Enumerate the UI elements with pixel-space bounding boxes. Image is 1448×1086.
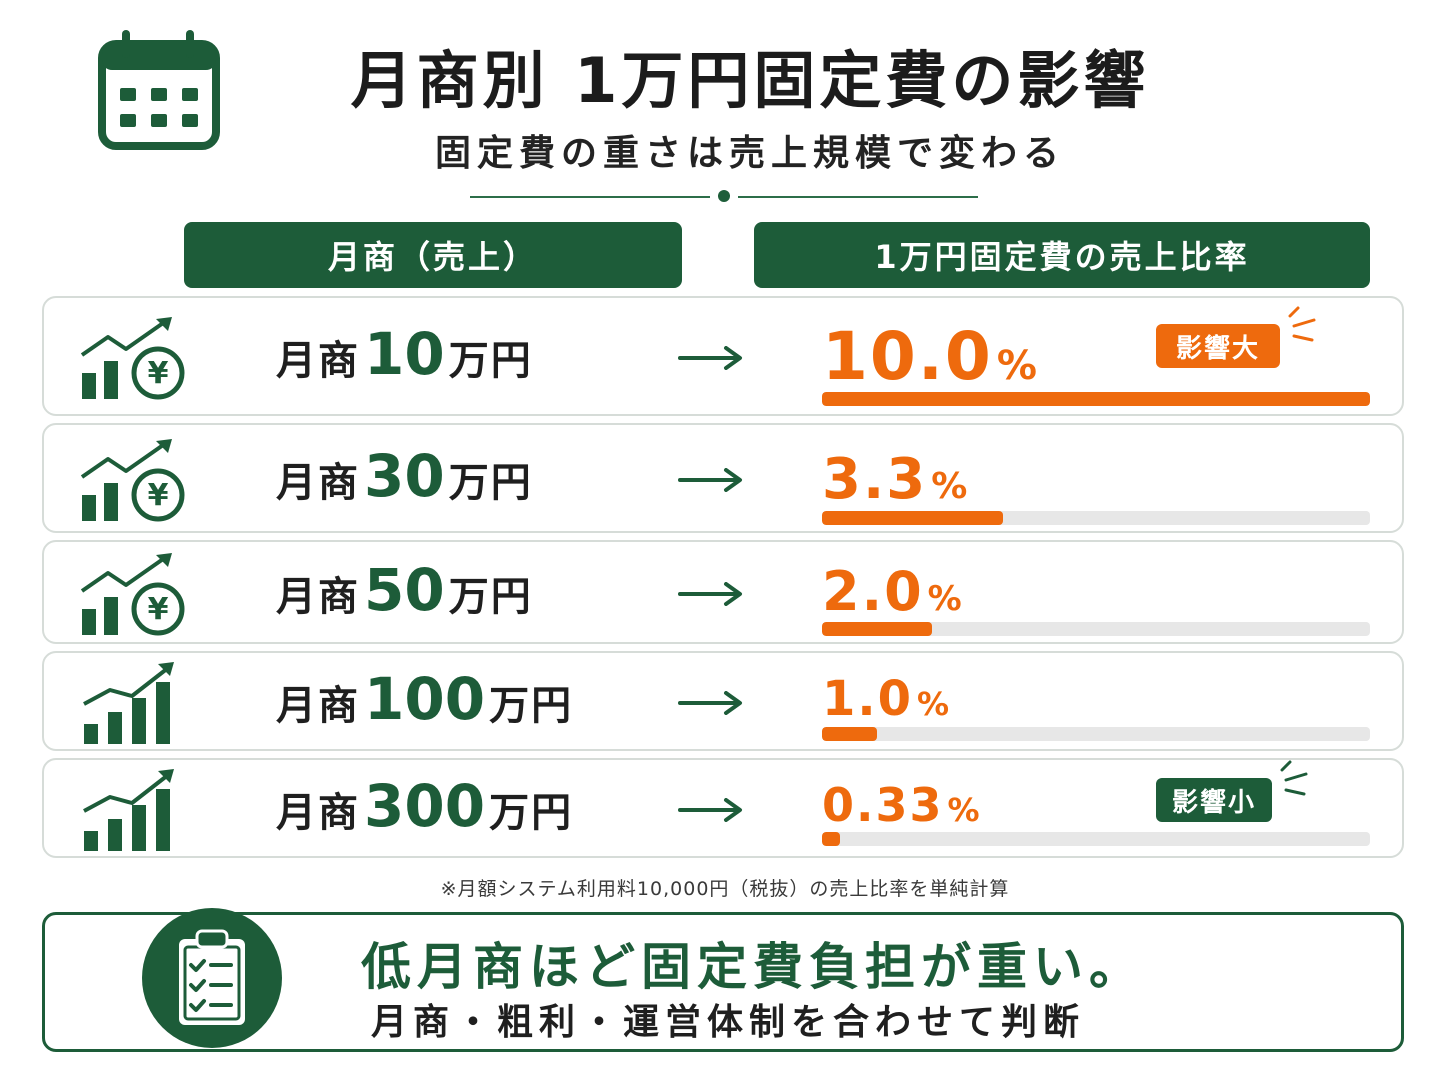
sales-prefix: 月商	[276, 574, 360, 620]
arrow-right-icon	[678, 346, 742, 370]
table-row: ¥ 月商 50 万円 2.0%	[42, 540, 1404, 644]
clipboard-checklist-icon	[142, 908, 282, 1048]
arrow-right-icon	[678, 582, 742, 606]
divider-line-right	[738, 196, 978, 198]
sales-prefix: 月商	[276, 790, 360, 836]
ratio-unit: %	[996, 343, 1037, 389]
chart-yen-icon: ¥	[80, 439, 185, 522]
ratio-number: 1.0	[822, 671, 914, 727]
ratio-value: 10.0%	[822, 318, 1037, 395]
arrow-right-icon	[678, 691, 742, 715]
page-title: 月商別 1万円固定費の影響	[350, 44, 1150, 117]
ratio-bar-track	[822, 392, 1370, 406]
ratio-number: 0.33	[822, 778, 944, 832]
sales-label: 月商 50 万円	[276, 556, 533, 624]
sales-amount: 10	[364, 320, 445, 388]
emphasis-sparks-icon	[1280, 760, 1308, 796]
divider-dot	[718, 190, 730, 202]
ratio-bar-fill	[822, 392, 1370, 406]
svg-text:¥: ¥	[148, 592, 169, 627]
sales-suffix: 万円	[448, 460, 533, 506]
ratio-unit: %	[947, 791, 980, 829]
sales-suffix: 万円	[489, 790, 574, 836]
ratio-number: 2.0	[822, 560, 924, 623]
arrow-right-icon	[678, 798, 742, 822]
sales-amount: 50	[364, 556, 445, 624]
sales-label: 月商 100 万円	[276, 665, 573, 733]
ratio-bar-track	[822, 727, 1370, 741]
bar-chart-icon	[83, 769, 174, 851]
sales-suffix: 万円	[448, 338, 533, 384]
sales-label: 月商 10 万円	[276, 320, 533, 388]
ratio-bar-fill	[822, 511, 1003, 525]
column-header-ratio: 1万円固定費の売上比率	[754, 222, 1370, 288]
sales-prefix: 月商	[276, 683, 360, 729]
ratio-bar-fill	[822, 622, 932, 636]
footnote: ※月額システム利用料10,000円（税抜）の売上比率を単純計算	[440, 878, 1010, 900]
summary-headline: 低月商ほど固定費負担が重い。	[361, 938, 1145, 996]
ratio-bar-track	[822, 832, 1370, 846]
chart-yen-icon: ¥	[80, 553, 185, 636]
page-subtitle: 固定費の重さは売上規模で変わる	[434, 133, 1065, 174]
table-row: 月商 100 万円 1.0%	[42, 651, 1404, 751]
svg-text:¥: ¥	[148, 478, 169, 513]
ratio-number: 10.0	[822, 318, 993, 395]
sales-amount: 100	[364, 665, 486, 733]
sales-suffix: 万円	[489, 683, 574, 729]
sales-prefix: 月商	[276, 460, 360, 506]
impact-low-badge: 影響小	[1156, 778, 1272, 822]
ratio-value: 1.0%	[822, 671, 949, 727]
table-row: 月商 300 万円 0.33% 影響小	[42, 758, 1404, 858]
ratio-value: 0.33%	[822, 778, 980, 832]
svg-text:¥: ¥	[148, 356, 169, 391]
ratio-unit: %	[917, 685, 950, 723]
ratio-value: 3.3%	[822, 447, 967, 512]
table-row: ¥ 月商 10 万円 10.0% 影響大	[42, 296, 1404, 416]
chart-yen-icon: ¥	[80, 317, 185, 400]
column-header-sales: 月商（売上）	[184, 222, 682, 288]
ratio-bar-track	[822, 622, 1370, 636]
sales-label: 月商 30 万円	[276, 442, 533, 510]
summary-subline: 月商・粗利・運営体制を合わせて判断	[371, 1002, 1086, 1043]
bar-chart-icon	[83, 662, 174, 744]
ratio-unit: %	[931, 466, 968, 507]
sales-amount: 300	[364, 772, 486, 840]
ratio-value: 2.0%	[822, 560, 962, 623]
impact-high-badge: 影響大	[1156, 324, 1280, 368]
ratio-number: 3.3	[822, 447, 928, 512]
calendar-icon	[98, 30, 220, 150]
emphasis-sparks-icon	[1288, 306, 1316, 342]
ratio-bar-fill	[822, 727, 877, 741]
divider-line-left	[470, 196, 710, 198]
ratio-bar-fill	[822, 832, 841, 846]
ratio-bar-track	[822, 511, 1370, 525]
sales-amount: 30	[364, 442, 445, 510]
summary-box: 低月商ほど固定費負担が重い。 月商・粗利・運営体制を合わせて判断	[42, 908, 1404, 1052]
sales-prefix: 月商	[276, 338, 360, 384]
sales-label: 月商 300 万円	[276, 772, 573, 840]
sales-suffix: 万円	[448, 574, 533, 620]
arrow-right-icon	[678, 468, 742, 492]
ratio-unit: %	[927, 579, 962, 619]
table-row: ¥ 月商 30 万円 3.3%	[42, 423, 1404, 533]
